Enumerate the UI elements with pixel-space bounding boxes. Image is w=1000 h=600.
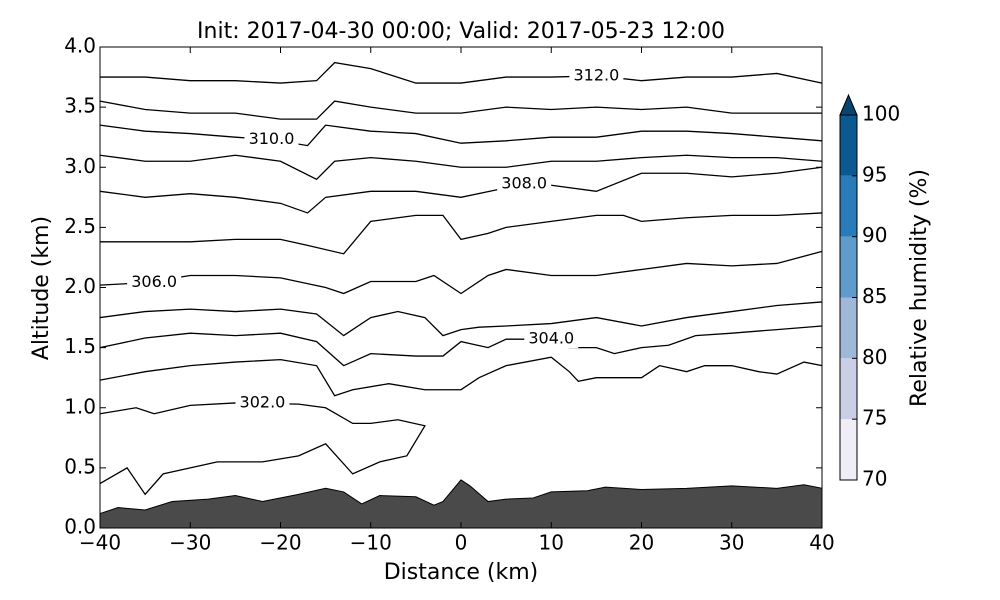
colorbar-tick-label: 95 [862,162,887,186]
y-tick-label: 1.0 [64,394,96,418]
colorbar-label: Relative humidity (%) [907,169,932,407]
plot-frame [99,46,823,529]
y-tick-label: 3.5 [64,94,96,118]
colorbar-segment [840,175,857,237]
x-tick-label: −30 [169,531,211,555]
colorbar-segment [840,236,857,298]
y-tick-label: 3.0 [64,154,96,178]
colorbar-tick-label: 75 [862,406,887,430]
terrain [99,479,823,529]
x-tick-label: −20 [259,531,301,555]
contour-line [99,301,823,337]
y-tick-label: 0.5 [64,454,96,478]
x-tick-label: 30 [719,531,744,555]
x-tick-label: −40 [79,531,121,555]
contour-line [100,61,823,84]
contour-line [99,166,823,214]
contour-line [99,100,822,120]
chart-title: Init: 2017-04-30 00:00; Valid: 2017-05-2… [197,19,725,44]
colorbar-tick-label: 85 [862,284,887,308]
contour-line [99,356,823,397]
x-tick-label: 10 [539,531,564,555]
x-axis-label: Distance (km) [384,560,539,585]
y-tick-label: 0.0 [64,515,96,539]
contour-label-bg [235,393,290,412]
x-tick-label: 20 [629,531,654,555]
contour-label: 306.0 [131,272,177,291]
colorbar-extend [839,93,858,116]
contour-label-bg [244,130,299,149]
contour-label: 302.0 [240,392,286,411]
contour-line [99,402,426,496]
y-axis-label: Altitude (km) [29,216,54,360]
contour-label-bg [497,175,552,194]
contour-label: 304.0 [528,329,574,348]
y-tick-label: 2.5 [64,214,96,238]
colorbar-tick-label: 90 [862,223,887,247]
x-tick-label: 40 [809,531,834,555]
contour-line [100,212,823,255]
x-tick-label: 0 [455,531,468,555]
colorbar-segment [840,297,857,359]
y-tick-label: 2.0 [64,274,96,298]
contour-label: 310.0 [249,129,295,148]
colorbar-segment [840,419,857,480]
contour-label-bg [127,273,182,292]
y-tick-label: 4.0 [64,34,96,58]
contour-line [99,250,823,295]
contour-label: 308.0 [501,174,547,193]
y-tick-label: 1.5 [64,334,96,358]
x-tick-label: −10 [350,531,392,555]
contour-line [99,124,823,147]
contour-line [99,154,823,181]
contour-label-bg [569,66,624,85]
colorbar-segment [840,115,857,176]
colorbar-tick-label: 70 [862,467,887,491]
contour-line [99,325,823,367]
colorbar-tick-label: 80 [862,345,887,369]
colorbar-tick-label: 100 [862,102,900,126]
colorbar-segment [840,358,857,420]
contour-label-bg [524,330,579,349]
contour-label: 312.0 [573,65,619,84]
